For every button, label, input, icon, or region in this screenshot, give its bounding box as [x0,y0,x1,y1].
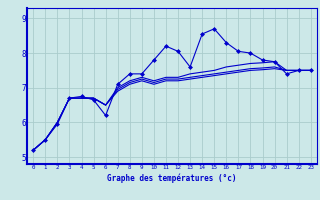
X-axis label: Graphe des températures (°c): Graphe des températures (°c) [107,173,237,183]
